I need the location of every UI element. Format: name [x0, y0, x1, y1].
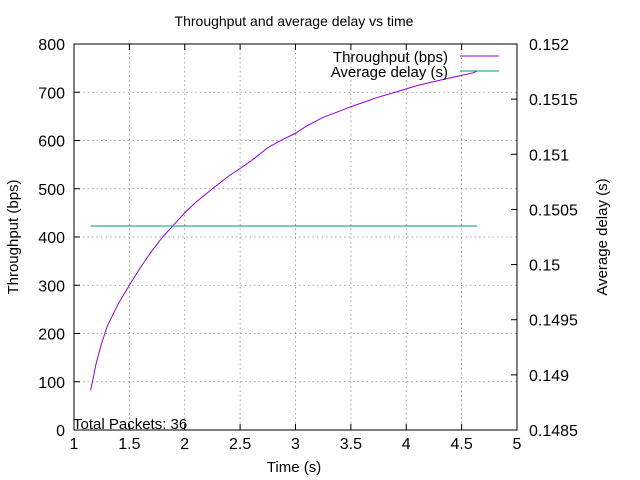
total-packets-annotation: Total Packets: 36 — [73, 416, 187, 433]
x-tick-label: 1 — [70, 436, 79, 453]
y-tick-label: 700 — [38, 85, 65, 102]
x-tick-label: 2 — [180, 436, 189, 453]
y2-tick-label: 0.149 — [529, 368, 569, 385]
x-tick-label: 2.5 — [229, 436, 251, 453]
y-axis-label: Throughput (bps) — [5, 179, 22, 294]
grid-layer — [74, 44, 517, 430]
y2-tick-label: 0.1505 — [529, 202, 578, 219]
x-axis-label: Time (s) — [267, 459, 321, 476]
y2-axis-label: Average delay (s) — [594, 178, 611, 295]
series-line-1 — [90, 70, 478, 391]
series-layer — [90, 70, 478, 391]
y2-tick-label: 0.151 — [529, 147, 569, 164]
x-tick-label: 4 — [402, 436, 411, 453]
tick-layer: 1 1.5 2 2.5 3 3.5 4 4.5 5 0 100 200 300 400 500 600 700 8… — [38, 37, 578, 453]
y-tick-label: 500 — [38, 182, 65, 199]
legend-label-2: Average delay (s) — [331, 64, 448, 81]
x-tick-label: 5 — [513, 436, 522, 453]
legend: Throughput (bps)Average delay (s) — [331, 49, 499, 81]
y2-tick-label: 0.15 — [529, 258, 560, 275]
x-tick-label: 3.5 — [340, 436, 362, 453]
y-tick-label: 0 — [56, 423, 65, 440]
legend-label-1: Throughput (bps) — [333, 49, 448, 66]
y2-tick-label: 0.1495 — [529, 313, 578, 330]
y2-tick-label: 0.1485 — [529, 423, 578, 440]
y2-tick-label: 0.152 — [529, 37, 569, 54]
y-tick-label: 800 — [38, 37, 65, 54]
y-tick-label: 600 — [38, 134, 65, 151]
chart-title: Throughput and average delay vs time — [175, 13, 414, 29]
y-tick-label: 300 — [38, 278, 65, 295]
x-tick-label: 4.5 — [451, 436, 473, 453]
y2-tick-label: 0.1515 — [529, 92, 578, 109]
x-tick-label: 1.5 — [118, 436, 140, 453]
x-tick-label: 3 — [291, 436, 300, 453]
y-tick-label: 100 — [38, 375, 65, 392]
y-tick-label: 400 — [38, 230, 65, 247]
y-tick-label: 200 — [38, 327, 65, 344]
